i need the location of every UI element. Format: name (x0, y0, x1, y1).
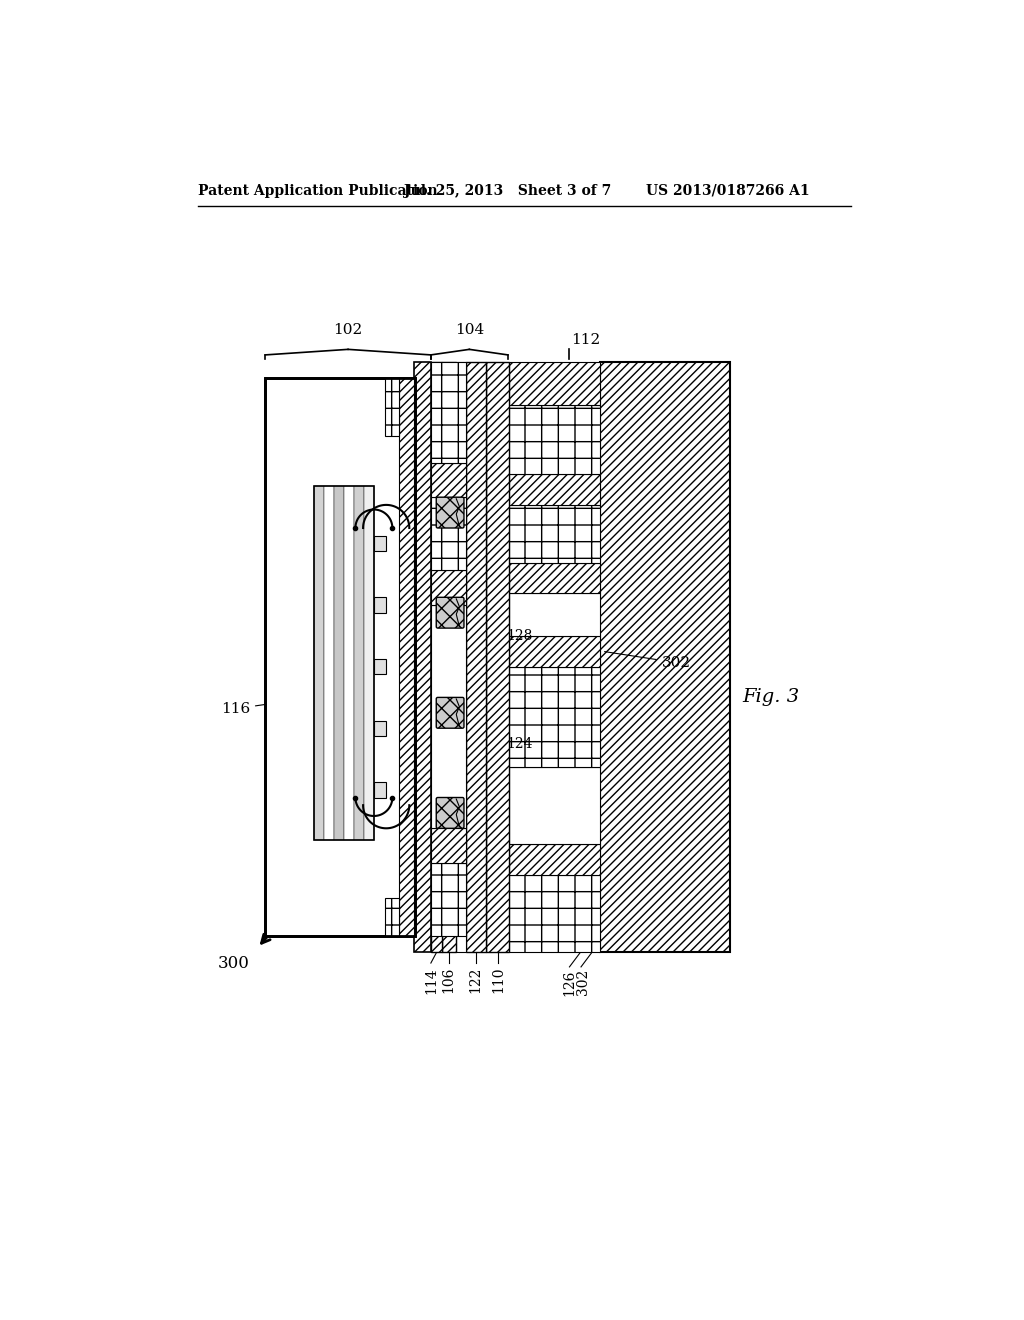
Bar (431, 570, 466, 605)
Bar (374, 721, 386, 737)
Bar (431, 363, 466, 462)
FancyBboxPatch shape (436, 797, 464, 829)
Text: 300: 300 (218, 956, 250, 973)
Text: 126: 126 (562, 969, 577, 995)
Bar (509, 767, 600, 843)
Bar (265, 378, 416, 936)
Bar (509, 843, 600, 875)
Text: 112: 112 (571, 333, 600, 347)
Bar (414, 363, 431, 952)
Text: 128: 128 (506, 628, 532, 643)
FancyBboxPatch shape (436, 598, 464, 628)
Bar (324, 486, 334, 840)
Text: Patent Application Publication: Patent Application Publication (199, 183, 438, 198)
Bar (431, 462, 466, 498)
Bar (374, 781, 386, 797)
Bar (313, 486, 324, 840)
Bar (364, 486, 374, 840)
Bar (486, 363, 509, 952)
Bar (385, 378, 398, 436)
FancyBboxPatch shape (436, 697, 464, 729)
Text: 106: 106 (441, 966, 456, 993)
Bar (509, 594, 600, 636)
Text: Fig. 3: Fig. 3 (742, 689, 800, 706)
Bar (600, 363, 730, 952)
Text: US 2013/0187266 A1: US 2013/0187266 A1 (646, 183, 810, 198)
Bar (509, 506, 600, 562)
Text: 302: 302 (575, 969, 590, 995)
Bar (344, 486, 354, 840)
Bar (431, 363, 442, 952)
Bar (374, 536, 386, 552)
FancyBboxPatch shape (436, 498, 464, 528)
Bar (431, 605, 466, 829)
Text: 110: 110 (490, 966, 505, 994)
Bar (456, 363, 466, 952)
Bar (334, 486, 344, 840)
Bar (509, 363, 600, 405)
Bar (442, 363, 456, 952)
Bar (398, 378, 414, 936)
Text: Jul. 25, 2013   Sheet 3 of 7: Jul. 25, 2013 Sheet 3 of 7 (403, 183, 611, 198)
Bar (466, 363, 486, 952)
Bar (509, 636, 600, 667)
Text: 104: 104 (455, 323, 484, 337)
Bar (374, 659, 386, 675)
Bar (431, 863, 466, 936)
Text: 122: 122 (469, 966, 482, 993)
Bar (509, 474, 600, 506)
Bar (265, 378, 416, 936)
Bar (509, 874, 600, 952)
Text: 102: 102 (334, 323, 362, 337)
Text: 116: 116 (220, 698, 311, 715)
Bar (431, 829, 466, 863)
Bar (385, 898, 398, 936)
Text: 114: 114 (424, 966, 438, 994)
Bar (509, 405, 600, 474)
Bar (509, 562, 600, 594)
Bar (354, 486, 364, 840)
Bar (431, 498, 466, 570)
Text: 302: 302 (604, 652, 691, 669)
Bar (313, 486, 374, 840)
Bar (374, 597, 386, 612)
Bar (509, 667, 600, 767)
Bar (267, 379, 414, 935)
Text: 124: 124 (506, 737, 532, 751)
